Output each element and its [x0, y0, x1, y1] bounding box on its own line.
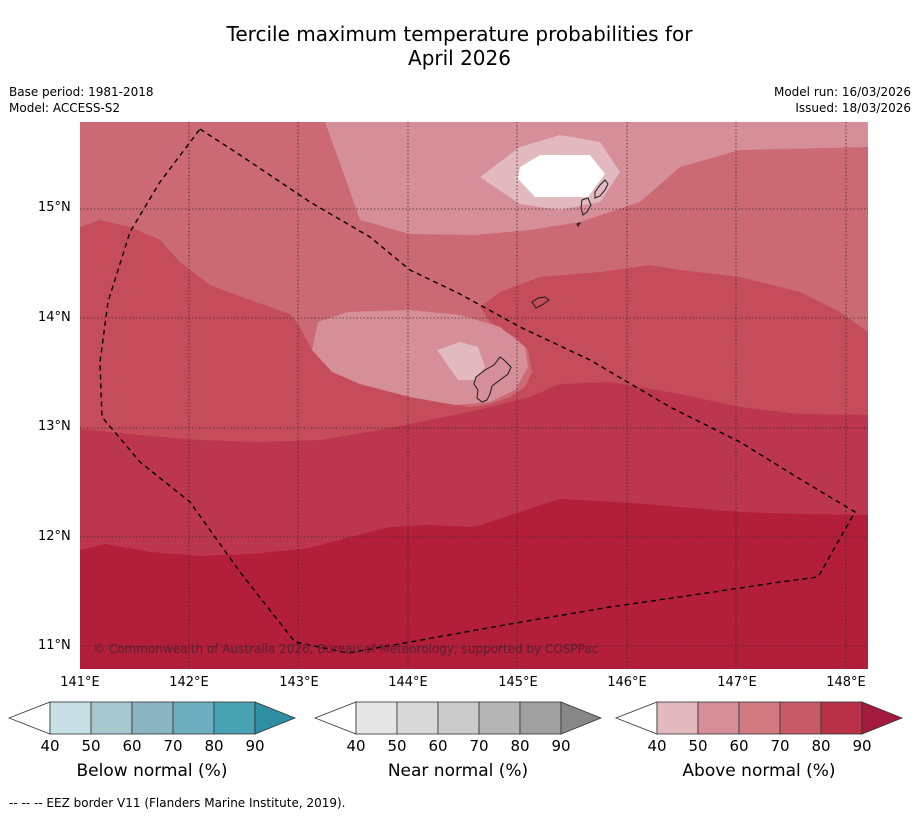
below-swatch-0 — [8, 701, 51, 735]
near-swatch-4 — [478, 701, 521, 735]
aguijan-island — [576, 222, 582, 227]
meta-right: Model run: 16/03/2026 Issued: 18/03/2026 — [774, 84, 911, 116]
base-period: Base period: 1981-2018 — [9, 85, 154, 99]
below-swatch-3 — [131, 701, 174, 735]
near-swatch-2 — [396, 701, 439, 735]
below-normal-label: Below normal (%) — [76, 761, 228, 781]
above-normal-colorbar — [615, 701, 904, 735]
above-tick-40: 40 — [647, 737, 667, 755]
below-swatch-1 — [49, 701, 92, 735]
below-tick-40: 40 — [40, 737, 60, 755]
near-swatch-1 — [355, 701, 398, 735]
zone-40-50-guam — [437, 342, 485, 380]
meta-left: Base period: 1981-2018 Model: ACCESS-S2 — [9, 84, 154, 116]
eez-border — [99, 128, 856, 654]
lon-label-144: 144°E — [388, 675, 428, 690]
near-tick-70: 70 — [469, 737, 489, 755]
below-swatch-2 — [90, 701, 133, 735]
below-tick-60: 60 — [122, 737, 142, 755]
near-swatch-0 — [314, 701, 357, 735]
zone-below-40 — [518, 155, 605, 197]
near-tick-90: 90 — [551, 737, 571, 755]
lat-label-12: 12°N — [38, 529, 71, 544]
model-name: Model: ACCESS-S2 — [9, 101, 121, 115]
lon-label-143: 143°E — [279, 675, 319, 690]
above-swatch-6 — [861, 701, 904, 735]
below-normal-colorbar — [8, 701, 297, 735]
lon-label-145: 145°E — [498, 675, 538, 690]
above-swatch-0 — [615, 701, 658, 735]
lon-label-147: 147°E — [717, 675, 757, 690]
near-normal-colorbar — [314, 701, 603, 735]
above-swatch-1 — [656, 701, 699, 735]
above-tick-80: 80 — [811, 737, 831, 755]
above-swatch-5 — [820, 701, 863, 735]
chart-title: Tercile maximum temperature probabilitie… — [0, 22, 919, 70]
near-swatch-6 — [560, 701, 603, 735]
zone-50-60-guam — [312, 310, 528, 405]
near-swatch-3 — [437, 701, 480, 735]
above-tick-90: 90 — [852, 737, 872, 755]
near-tick-50: 50 — [387, 737, 407, 755]
lon-label-146: 146°E — [607, 675, 647, 690]
near-tick-40: 40 — [346, 737, 366, 755]
graticule — [80, 122, 868, 669]
above-tick-50: 50 — [688, 737, 708, 755]
rota-island — [531, 296, 550, 309]
near-swatch-5 — [519, 701, 562, 735]
issued-date: Issued: 18/03/2026 — [795, 101, 911, 115]
guam-island — [473, 356, 512, 403]
probability-map — [80, 122, 868, 669]
below-tick-70: 70 — [163, 737, 183, 755]
near-tick-80: 80 — [510, 737, 530, 755]
lon-label-148: 148°E — [826, 675, 866, 690]
above-tick-70: 70 — [770, 737, 790, 755]
lat-label-13: 13°N — [38, 419, 71, 434]
above-swatch-4 — [779, 701, 822, 735]
copyright-notice: © Commonwealth of Australia 2026, Bureau… — [93, 642, 599, 656]
lat-label-14: 14°N — [38, 310, 71, 325]
above-swatch-2 — [697, 701, 740, 735]
lon-label-141: 141°E — [60, 675, 100, 690]
zone-above-90 — [80, 499, 868, 669]
below-swatch-4 — [172, 701, 215, 735]
lat-label-15: 15°N — [38, 200, 71, 215]
above-tick-60: 60 — [729, 737, 749, 755]
map-area — [80, 122, 868, 669]
model-run: Model run: 16/03/2026 — [773, 85, 911, 99]
islands — [473, 179, 609, 403]
above-swatch-3 — [738, 701, 781, 735]
title-line-2: April 2026 — [408, 46, 511, 70]
near-normal-label: Near normal (%) — [387, 761, 529, 781]
below-tick-50: 50 — [81, 737, 101, 755]
tinian-island — [580, 197, 592, 216]
title-line-1: Tercile maximum temperature probabilitie… — [226, 22, 693, 46]
saipan-island — [594, 179, 609, 199]
lon-label-142: 142°E — [169, 675, 209, 690]
below-swatch-6 — [254, 701, 297, 735]
below-tick-80: 80 — [204, 737, 224, 755]
above-normal-label: Above normal (%) — [682, 761, 836, 781]
near-tick-60: 60 — [428, 737, 448, 755]
lat-label-11: 11°N — [38, 638, 71, 653]
below-swatch-5 — [213, 701, 256, 735]
eez-footnote: -- -- -- EEZ border V11 (Flanders Marine… — [9, 796, 346, 810]
below-tick-90: 90 — [245, 737, 265, 755]
